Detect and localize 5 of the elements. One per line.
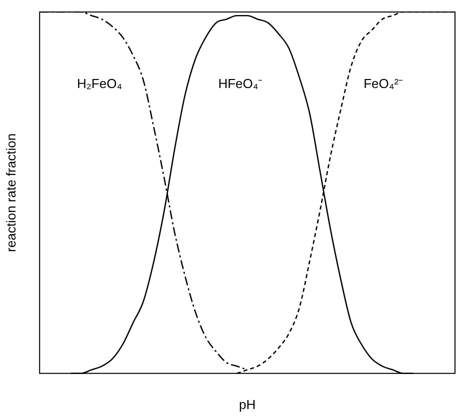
- text: HFeO₄⁻: [218, 76, 262, 91]
- y-axis-title: reaction rate fraction: [3, 133, 18, 252]
- series-label: FeO₄²⁻: [364, 76, 403, 91]
- series-label: H₂FeO₄: [76, 76, 122, 91]
- x-axis-title: pH: [238, 396, 256, 412]
